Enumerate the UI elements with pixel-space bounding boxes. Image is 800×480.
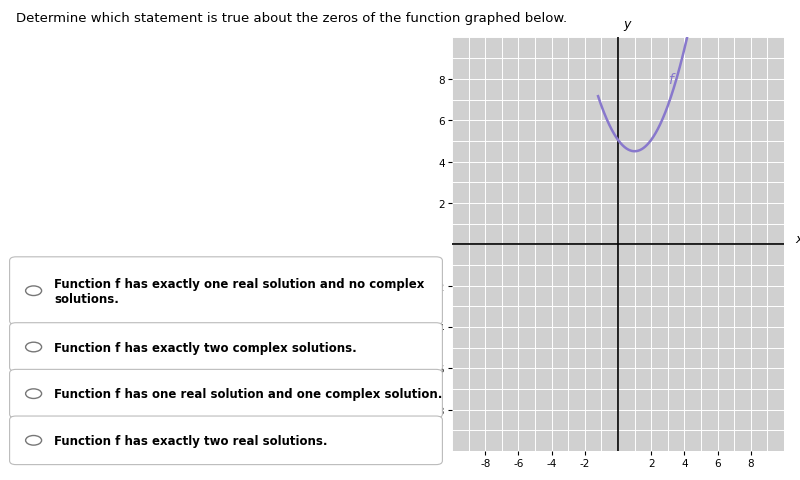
Text: f: f <box>668 73 673 87</box>
Text: Function f has exactly two complex solutions.: Function f has exactly two complex solut… <box>54 341 357 354</box>
Text: solutions.: solutions. <box>54 292 119 305</box>
Text: Function f has exactly one real solution and no complex: Function f has exactly one real solution… <box>54 277 425 290</box>
Text: y: y <box>623 17 630 30</box>
Text: Determine which statement is true about the zeros of the function graphed below.: Determine which statement is true about … <box>16 12 567 25</box>
Text: x: x <box>796 232 800 245</box>
Text: Function f has one real solution and one complex solution.: Function f has one real solution and one… <box>54 387 442 400</box>
Text: Function f has exactly two real solutions.: Function f has exactly two real solution… <box>54 434 328 447</box>
